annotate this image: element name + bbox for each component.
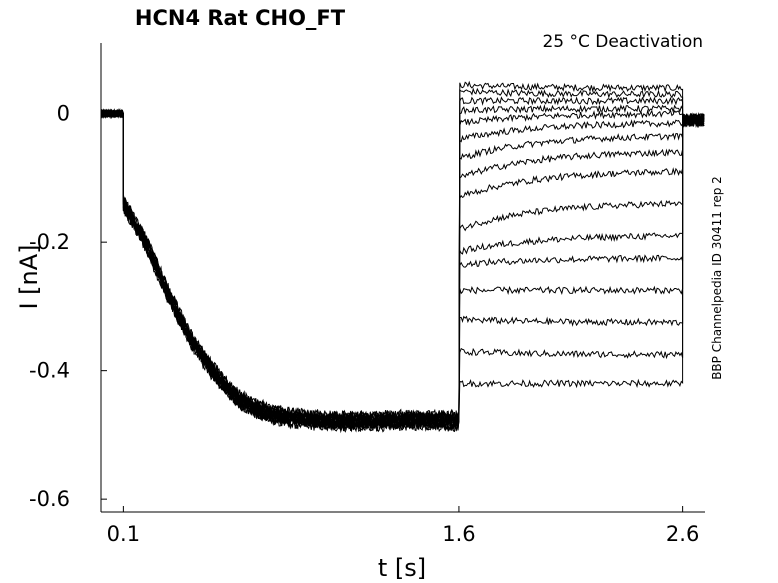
current-trace — [100, 107, 705, 428]
y-tick-label: 0 — [57, 102, 70, 126]
current-trace — [100, 108, 705, 425]
x-axis-label: t [s] — [378, 554, 426, 582]
current-trace — [100, 109, 705, 427]
y-ticks: 0 -0.2 -0.4 -0.6 — [29, 102, 107, 511]
x-tick-label: 2.6 — [666, 522, 699, 546]
x-tick-label: 1.6 — [442, 522, 475, 546]
current-trace — [100, 108, 705, 424]
current-trace — [100, 108, 705, 429]
axes — [100, 43, 705, 513]
temperature-protocol-label: 25 °C Deactivation — [542, 32, 703, 52]
x-ticks: 0.1 1.6 2.6 — [107, 506, 699, 546]
current-trace — [100, 109, 705, 422]
current-trace — [100, 109, 705, 427]
y-tick-label: -0.6 — [29, 487, 70, 511]
channelpedia-id-label: BBP Channelpedia ID 30411 rep 2 — [710, 176, 724, 380]
current-trace — [100, 108, 705, 422]
current-trace — [100, 87, 705, 433]
y-axis-label: I [nA] — [15, 244, 43, 309]
current-trace — [100, 108, 705, 429]
y-tick-label: -0.2 — [29, 230, 70, 254]
current-trace — [100, 109, 705, 430]
current-trace — [100, 108, 705, 424]
y-tick-label: -0.4 — [29, 359, 70, 383]
x-tick-label: 0.1 — [107, 522, 140, 546]
current-trace — [100, 108, 705, 426]
current-traces — [100, 80, 705, 434]
chart-title: HCN4 Rat CHO_FT — [135, 6, 346, 30]
current-trace — [100, 96, 705, 432]
